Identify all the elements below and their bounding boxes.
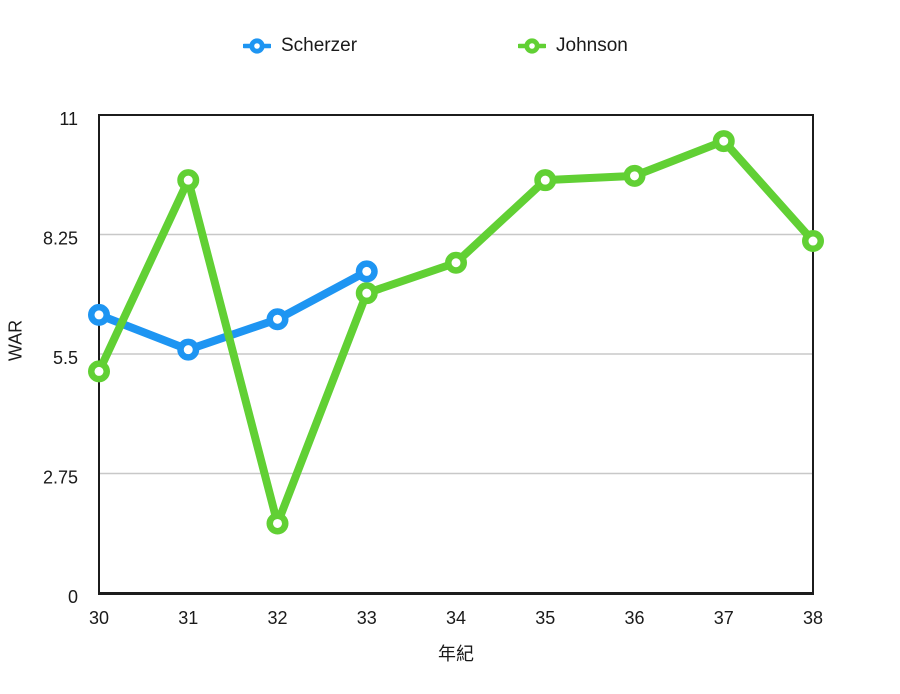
legend-label-scherzer: Scherzer [281, 35, 358, 56]
series-line-scherzer [95, 267, 371, 354]
y-tick-label: 5.5 [53, 348, 78, 368]
series-line-johnson [95, 137, 817, 528]
x-tick-label: 33 [357, 608, 377, 628]
y-tick-label: 11 [59, 109, 78, 129]
data-point-scherzer-31 [177, 338, 200, 361]
data-point-johnson-34 [445, 251, 467, 274]
data-point-johnson-35 [534, 169, 557, 192]
y-tick-label: 2.75 [43, 468, 78, 488]
legend-label-johnson: Johnson [556, 35, 628, 56]
data-point-johnson-38 [802, 230, 824, 253]
x-tick-label: 35 [535, 608, 555, 628]
data-point-johnson-37 [712, 130, 735, 153]
data-point-scherzer-30 [88, 303, 110, 326]
y-tick-label: 0 [68, 587, 78, 607]
x-tick-label: 38 [803, 608, 823, 628]
data-point-johnson-30 [88, 360, 110, 383]
data-point-johnson-32 [266, 512, 289, 535]
x-tick-label: 36 [624, 608, 644, 628]
data-point-johnson-36 [623, 164, 646, 187]
data-point-scherzer-32 [266, 308, 289, 331]
y-tick-label: 8.25 [43, 229, 78, 249]
scherzer-line-marker-icon [243, 38, 271, 54]
x-tick-label: 34 [446, 608, 466, 628]
data-point-scherzer-33 [355, 260, 378, 283]
legend-item-johnson: Johnson [518, 35, 628, 57]
x-axis-title: 年紀 [438, 644, 474, 664]
legend-item-scherzer: Scherzer [243, 35, 357, 57]
x-tick-label: 31 [178, 608, 198, 628]
x-tick-label: 37 [714, 608, 734, 628]
data-point-johnson-31 [177, 169, 200, 192]
johnson-line-marker-icon [518, 38, 546, 54]
data-point-johnson-33 [355, 282, 378, 305]
x-tick-label: 32 [267, 608, 287, 628]
x-tick-label: 30 [89, 608, 109, 628]
